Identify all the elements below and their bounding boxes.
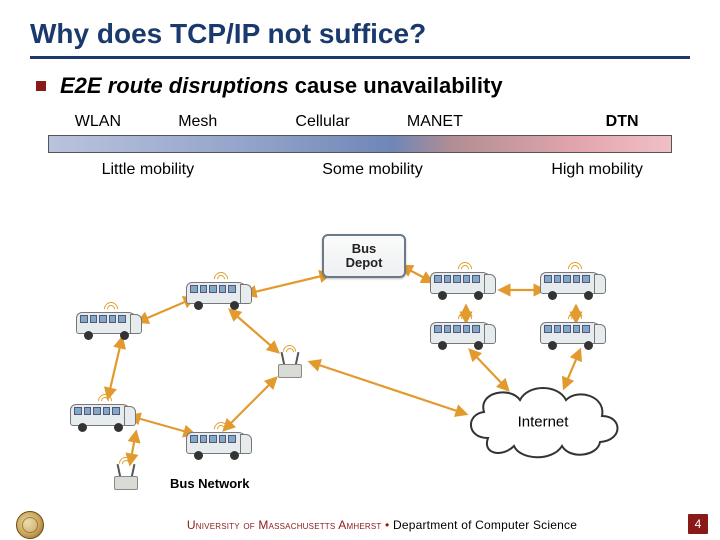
bus-node [430, 316, 500, 352]
footer-sep: • [382, 518, 393, 532]
link-arrow [402, 266, 432, 282]
spectrum-label: WLAN [75, 113, 121, 131]
link-arrow [310, 362, 466, 414]
bus-node [540, 316, 610, 352]
bullet-remainder: cause unavailability [289, 73, 503, 98]
bullet-icon [36, 81, 46, 91]
mobility-label: High mobility [551, 161, 643, 179]
link-arrow [224, 378, 276, 430]
link-arrow [108, 338, 122, 398]
bus-node [76, 306, 146, 342]
bus-node [70, 398, 140, 434]
bullet-emphasis: E2E route disruptions [60, 73, 289, 98]
spectrum-bar [48, 135, 672, 153]
spectrum-label: Mesh [178, 113, 217, 131]
access-point-node [270, 350, 310, 380]
footer-university: University of Massachusetts Amherst [187, 518, 382, 532]
bus-node [540, 266, 610, 302]
access-point-node [106, 462, 146, 492]
mobility-row: Little mobility Some mobility High mobilit… [48, 161, 672, 185]
bus-node [186, 426, 256, 462]
footer-dept: Department of Computer Science [393, 518, 577, 532]
link-arrow [246, 274, 330, 294]
mobility-label: Some mobility [322, 161, 422, 179]
slide-footer: University of Massachusetts Amherst • De… [0, 510, 720, 540]
spectrum-label: Cellular [295, 113, 349, 131]
slide-title: Why does TCP/IP not suffice? [0, 0, 720, 56]
network-diagram: BusDepot Internet Bus Network [60, 230, 660, 490]
spectrum-label: MANET [407, 113, 463, 131]
bus-node [186, 276, 256, 312]
internet-label: Internet [518, 414, 569, 431]
bullet-row: E2E route disruptions cause unavailabili… [0, 59, 720, 99]
internet-cloud: Internet [458, 378, 628, 466]
mobility-spectrum: WLAN Mesh Cellular MANET DTN [48, 113, 672, 155]
page-number: 4 [688, 514, 708, 534]
bus-node [430, 266, 500, 302]
footer-text: University of Massachusetts Amherst • De… [44, 518, 720, 532]
spectrum-label: DTN [606, 113, 639, 131]
bullet-text: E2E route disruptions cause unavailabili… [60, 73, 503, 99]
bus-network-label: Bus Network [170, 476, 249, 491]
mobility-label: Little mobility [102, 161, 194, 179]
bus-depot-node: BusDepot [322, 234, 406, 278]
university-seal-icon [16, 511, 44, 539]
link-arrow [230, 310, 278, 352]
